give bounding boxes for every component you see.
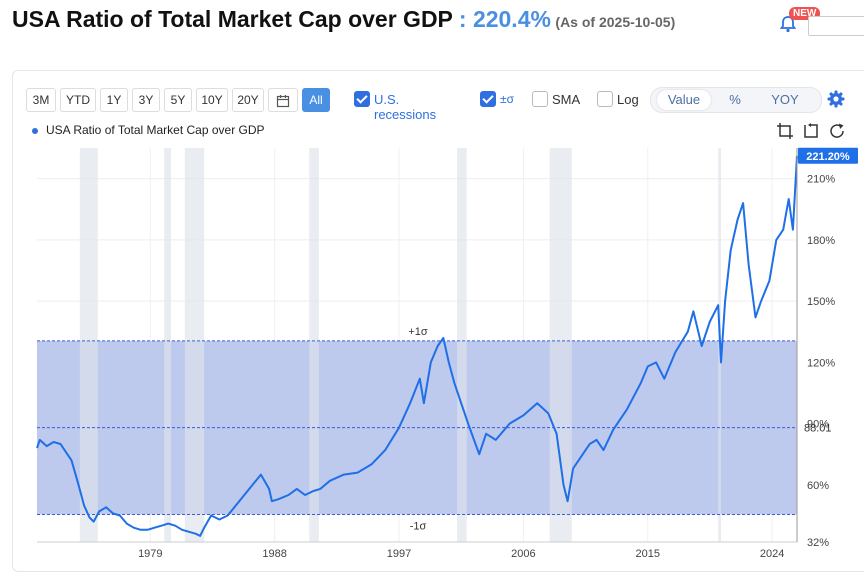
- sigma-checkbox[interactable]: [480, 91, 496, 107]
- y-tick-label-4: 150%: [807, 296, 835, 308]
- range-ytd-button[interactable]: YTD: [60, 88, 96, 112]
- mode-value-tab[interactable]: Value: [657, 90, 711, 110]
- range-3y-button[interactable]: 3Y: [132, 88, 160, 112]
- last-value-label: 221.20%: [806, 151, 850, 163]
- mode-yoy-tab[interactable]: YOY: [771, 92, 799, 107]
- last-value-tag: [798, 147, 858, 164]
- crop-icon[interactable]: [776, 122, 794, 140]
- refresh-icon[interactable]: [828, 122, 846, 140]
- y-tick-label-6: 210%: [807, 174, 835, 186]
- y-tick-label-1: 60%: [807, 480, 829, 492]
- x-tick-label-5: 2024: [760, 548, 784, 560]
- range-3m-button[interactable]: 3M: [26, 88, 56, 112]
- y-tick-label-2: 90%: [807, 419, 829, 431]
- range-all-button[interactable]: All: [302, 88, 330, 112]
- mode-percent-tab[interactable]: %: [729, 92, 741, 107]
- chart-legend[interactable]: USA Ratio of Total Market Cap over GDP: [32, 123, 265, 137]
- legend-label: USA Ratio of Total Market Cap over GDP: [46, 123, 265, 137]
- minus-sigma-label: -1σ: [410, 520, 427, 532]
- recessions-label[interactable]: U.S. recessions: [374, 92, 437, 122]
- recession-bar-1: [164, 148, 172, 542]
- series-line: [36, 155, 798, 537]
- recession-bar-5: [549, 148, 572, 542]
- display-mode-switch: Value % YOY: [650, 87, 822, 113]
- header-search-input[interactable]: [808, 16, 864, 36]
- calendar-icon: [276, 94, 290, 107]
- recession-bar-4: [457, 148, 467, 542]
- range-10y-button[interactable]: 10Y: [196, 88, 228, 112]
- recessions-checkbox[interactable]: [354, 91, 370, 107]
- mean-value-label: 88.01: [804, 423, 832, 435]
- recession-bar-2: [184, 148, 205, 542]
- recession-bar-0: [79, 148, 98, 542]
- range-1y-button[interactable]: 1Y: [100, 88, 128, 112]
- y-tick-label-0: 32%: [807, 537, 829, 549]
- y-tick-label-3: 120%: [807, 357, 835, 369]
- log-label[interactable]: Log: [617, 92, 639, 107]
- sma-checkbox[interactable]: [532, 91, 548, 107]
- gear-icon[interactable]: [826, 89, 846, 109]
- title-separator: :: [452, 6, 473, 32]
- sma-label[interactable]: SMA: [552, 92, 581, 107]
- calendar-button[interactable]: [268, 88, 298, 112]
- current-value: 220.4%: [472, 6, 551, 32]
- recession-bar-3: [309, 148, 319, 542]
- page-title: USA Ratio of Total Market Cap over GDP: [12, 6, 453, 32]
- x-tick-label-1: 1988: [262, 548, 286, 560]
- x-tick-label-0: 1979: [138, 548, 162, 560]
- zoom-reset-icon[interactable]: [802, 122, 820, 140]
- log-checkbox[interactable]: [597, 91, 613, 107]
- x-tick-label-4: 2015: [636, 548, 660, 560]
- legend-marker: [32, 127, 38, 134]
- x-tick-label-2: 1997: [387, 548, 411, 560]
- page-title-row: USA Ratio of Total Market Cap over GDP :…: [12, 6, 675, 38]
- y-tick-label-5: 180%: [807, 235, 835, 247]
- range-20y-button[interactable]: 20Y: [232, 88, 264, 112]
- sigma-label[interactable]: ±σ: [500, 92, 514, 106]
- plus-sigma-label: +1σ: [408, 326, 428, 338]
- range-5y-button[interactable]: 5Y: [164, 88, 192, 112]
- as-of-date: (As of 2025-10-05): [555, 14, 676, 30]
- x-tick-label-3: 2006: [511, 548, 535, 560]
